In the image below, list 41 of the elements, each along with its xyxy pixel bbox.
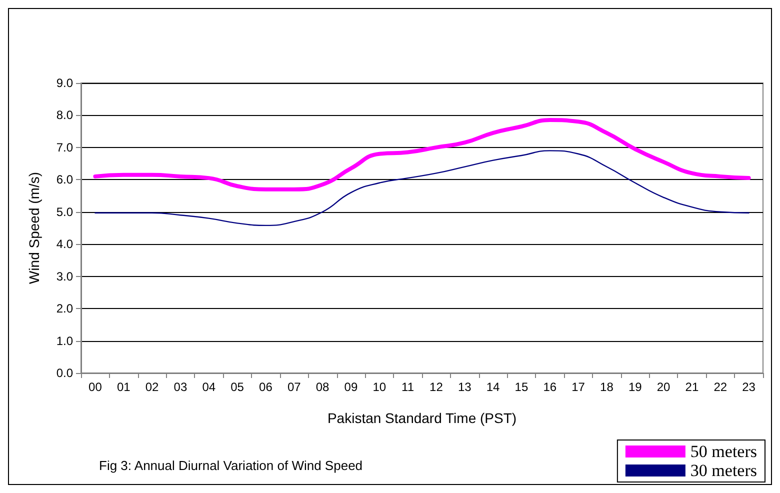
x-tick-label: 22 <box>714 380 728 394</box>
y-tick-label: 2.0 <box>56 302 74 316</box>
x-tick-label: 18 <box>600 380 614 394</box>
y-tick-label: 6.0 <box>56 172 74 187</box>
x-tick-label: 23 <box>742 380 756 394</box>
x-tick-label: 07 <box>287 380 302 394</box>
x-axis-title: Pakistan Standard Time (PST) <box>327 410 517 426</box>
x-tick-label: 19 <box>628 380 642 394</box>
x-tick-label: 09 <box>344 380 358 394</box>
x-tick-label: 05 <box>230 380 244 394</box>
y-tick-label: 7.0 <box>56 140 74 154</box>
y-tick-label: 1.0 <box>56 334 74 348</box>
legend-label: 30 meters <box>690 461 758 480</box>
x-tick-label: 02 <box>145 380 160 394</box>
y-axis-title: Wind Speed (m/s) <box>26 172 42 284</box>
y-tick-label: 8.0 <box>56 108 74 122</box>
x-tick-label: 17 <box>572 380 586 394</box>
x-tick-label: 10 <box>372 380 386 394</box>
legend-label: 50 meters <box>690 442 758 461</box>
y-tick-label: 3.0 <box>56 269 74 284</box>
x-tick-label: 08 <box>316 380 330 394</box>
x-tick-label: 03 <box>174 380 188 394</box>
caption: Fig 3: Annual Diurnal Variation of Wind Speed <box>99 458 363 473</box>
y-tick-label: 9.0 <box>56 76 74 90</box>
x-tick-label: 00 <box>88 380 102 394</box>
line-series <box>94 150 750 226</box>
y-tick-label: 0.0 <box>56 366 74 380</box>
x-tick-label: 13 <box>458 380 472 394</box>
x-tick-label: 15 <box>514 380 528 394</box>
x-tick-label: 11 <box>402 380 414 394</box>
y-tick-label: 4.0 <box>56 237 74 252</box>
y-tick-label: 5.0 <box>56 204 74 219</box>
x-tick-label: 21 <box>685 380 699 394</box>
x-tick-label: 20 <box>656 380 671 394</box>
x-tick-label: 04 <box>202 380 216 394</box>
line-series <box>93 118 751 192</box>
x-tick-label: 16 <box>543 380 557 394</box>
x-tick-label: 01 <box>116 380 131 394</box>
x-tick-label: 06 <box>259 380 273 394</box>
x-tick-label: 12 <box>430 380 444 394</box>
x-tick-label: 14 <box>486 380 500 394</box>
